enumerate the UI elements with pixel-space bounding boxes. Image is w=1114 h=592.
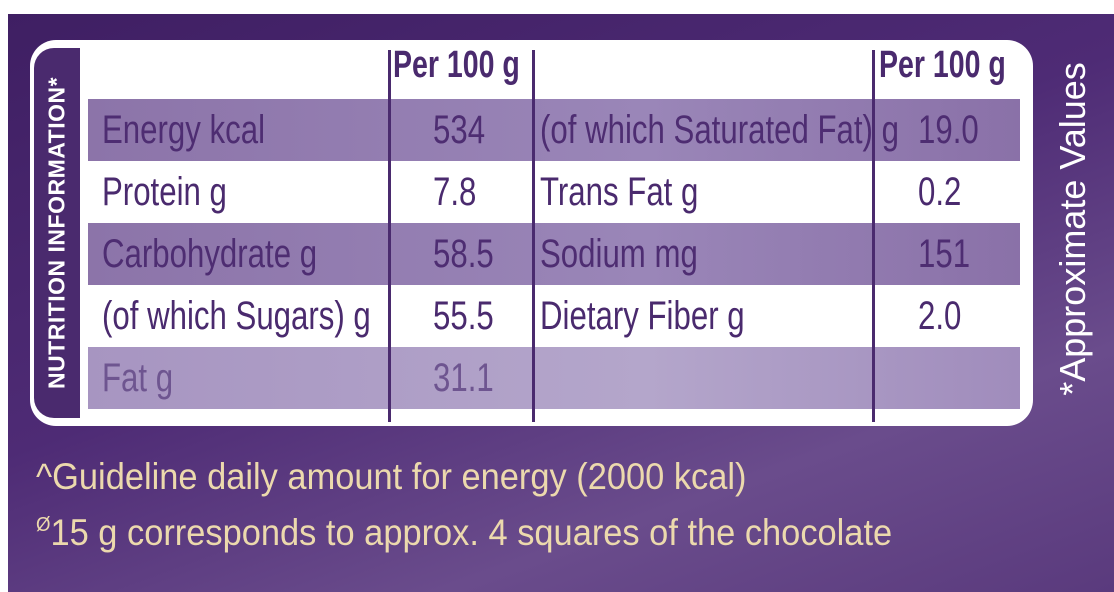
nutrient-label: Fat g: [102, 356, 174, 400]
column-divider: [532, 50, 535, 422]
nutrient-value: 31.1: [433, 356, 494, 400]
nutrient-value: 7.8: [433, 170, 477, 214]
nutrient-label: Trans Fat g: [540, 170, 699, 214]
table-row: Protein g 7.8 Trans Fat g 0.2: [88, 161, 1020, 223]
footnote-text: Guideline daily amount for energy (2000 …: [52, 456, 747, 497]
nutrient-value: 534: [433, 108, 486, 152]
nutrition-table-panel: NUTRITION INFORMATION* Per 100 g Per 100…: [30, 40, 1033, 426]
nutrient-value: 58.5: [433, 232, 494, 276]
footnote-text: 15 g corresponds to approx. 4 squares of…: [50, 512, 893, 553]
column-divider: [388, 50, 391, 422]
table-row: (of which Sugars) g 55.5 Dietary Fiber g…: [88, 285, 1020, 347]
nutrient-label: (of which Saturated Fat) g: [540, 108, 899, 152]
footnote-mark: Ø: [36, 514, 51, 536]
nutrient-value: 2.0: [918, 294, 962, 338]
side-title: NUTRITION INFORMATION*: [43, 76, 70, 390]
side-title-band: [34, 48, 80, 418]
nutrient-label: Dietary Fiber g: [540, 294, 745, 338]
header-per-100g-right: Per 100 g: [879, 44, 1006, 86]
column-divider: [872, 50, 875, 422]
nutrient-label: Protein g: [102, 170, 227, 214]
nutrient-label: Sodium mg: [540, 232, 698, 276]
nutrient-value: 0.2: [918, 170, 962, 214]
table-row: Fat g 31.1: [88, 347, 1020, 409]
footnote-portion: Ø15 g corresponds to approx. 4 squares o…: [36, 512, 892, 554]
footnote-energy: ^Guideline daily amount for energy (2000…: [36, 456, 746, 498]
footnote-mark: ^: [36, 456, 53, 497]
nutrient-value: 19.0: [918, 108, 979, 152]
nutrient-value: 55.5: [433, 294, 494, 338]
approximate-values-note: *Approximate Values: [1052, 62, 1093, 396]
nutrient-value: 151: [918, 232, 971, 276]
nutrient-label: Carbohydrate g: [102, 232, 318, 276]
header-per-100g-left: Per 100 g: [393, 44, 520, 86]
label-background: NUTRITION INFORMATION* Per 100 g Per 100…: [8, 14, 1114, 592]
table-row: Energy kcal 534 (of which Saturated Fat)…: [88, 99, 1020, 161]
nutrient-label: Energy kcal: [102, 108, 266, 152]
table-row: Carbohydrate g 58.5 Sodium mg 151: [88, 223, 1020, 285]
nutrient-label: (of which Sugars) g: [102, 294, 371, 338]
